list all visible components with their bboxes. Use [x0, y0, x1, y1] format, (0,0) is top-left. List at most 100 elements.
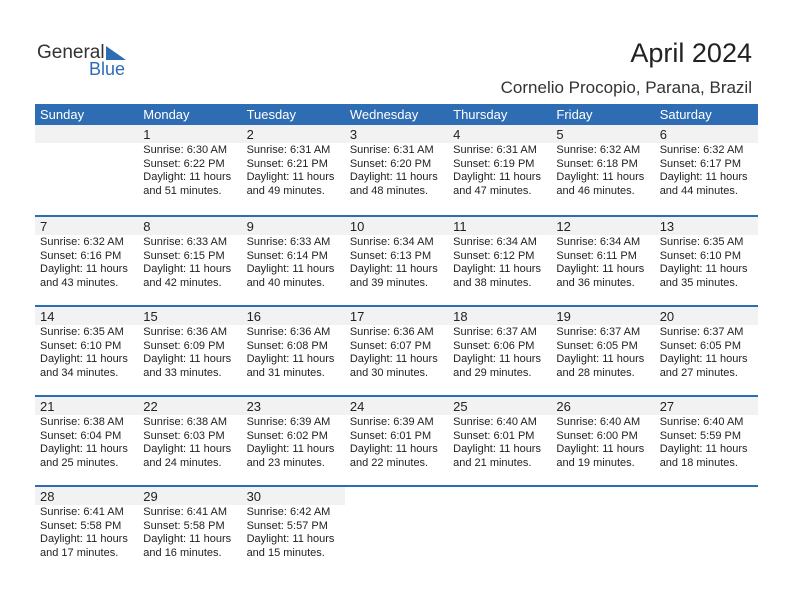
sunrise-text: Sunrise: 6:36 AM: [143, 326, 228, 338]
sunrise-text: Sunrise: 6:35 AM: [659, 236, 744, 248]
day-cell: 29 Sunrise: 6:41 AM Sunset: 5:58 PM Dayligh…: [138, 487, 242, 575]
sunrise-text: Sunrise: 6:39 AM: [246, 416, 331, 428]
sunrise-text: Sunrise: 6:40 AM: [453, 416, 537, 428]
empty-cell: [35, 125, 139, 215]
sunrise-text: Sunrise: 6:36 AM: [246, 326, 331, 338]
weekday-header: Sunday Monday Tuesday Wednesday Thursday Frid…: [35, 104, 758, 125]
daylight1-text: Daylight: 11 hours: [556, 443, 645, 455]
daylight1-text: Daylight: 11 hours: [246, 171, 335, 183]
daylight2-text: and 34 minutes.: [40, 366, 119, 379]
day-number: 29: [138, 487, 242, 505]
day-cell: 1 Sunrise: 6:30 AM Sunset: 6:22 PM Daylight…: [138, 125, 242, 215]
day-info: Sunrise: 6:40 AM Sunset: 6:01 PM Daylight:…: [448, 415, 551, 470]
daylight2-text: and 23 minutes.: [246, 456, 325, 469]
sunrise-text: Sunrise: 6:34 AM: [349, 236, 434, 248]
sunset-text: Sunset: 6:01 PM: [453, 429, 535, 442]
day-info: Sunrise: 6:35 AM Sunset: 6:10 PM Daylight:…: [35, 325, 138, 380]
daylight1-text: Daylight: 11 hours: [453, 443, 541, 455]
sunrise-text: Sunrise: 6:37 AM: [659, 326, 744, 338]
logo-triangle-icon: [106, 46, 126, 60]
day-cell: 4 Sunrise: 6:31 AM Sunset: 6:19 PM Daylight…: [448, 125, 552, 215]
sunset-text: Sunset: 6:22 PM: [143, 157, 225, 170]
day-info: Sunrise: 6:30 AM Sunset: 6:22 PM Daylight:…: [138, 143, 241, 198]
day-info: Sunrise: 6:37 AM Sunset: 6:05 PM Daylight:…: [655, 325, 758, 380]
day-cell: 12 Sunrise: 6:34 AM Sunset: 6:11 PM Dayligh…: [551, 217, 655, 305]
daylight1-text: Daylight: 11 hours: [40, 263, 128, 275]
daylight1-text: Daylight: 11 hours: [40, 533, 128, 545]
day-number: 27: [654, 397, 758, 415]
page-title: April 2024: [630, 38, 752, 68]
generalblue-logo: General Blue: [37, 42, 137, 82]
sunrise-text: Sunrise: 6:33 AM: [246, 236, 331, 248]
sunrise-text: Sunrise: 6:32 AM: [659, 144, 744, 156]
daylight2-text: and 29 minutes.: [453, 366, 532, 379]
sunrise-text: Sunrise: 6:31 AM: [453, 144, 537, 156]
day-number: 4: [448, 125, 552, 143]
sunset-text: Sunset: 6:16 PM: [40, 249, 122, 262]
day-info: Sunrise: 6:39 AM Sunset: 6:02 PM Daylight:…: [242, 415, 345, 470]
daylight2-text: and 51 minutes.: [143, 184, 222, 197]
sunset-text: Sunset: 6:14 PM: [246, 249, 328, 262]
sunset-text: Sunset: 6:10 PM: [659, 249, 742, 262]
day-cell: 24 Sunrise: 6:39 AM Sunset: 6:01 PM Dayligh…: [344, 397, 449, 485]
day-info: Sunrise: 6:34 AM Sunset: 6:13 PM Daylight:…: [345, 235, 448, 290]
day-number: 30: [241, 487, 345, 505]
day-info: Sunrise: 6:36 AM Sunset: 6:08 PM Daylight:…: [242, 325, 345, 380]
week-row: 7 Sunrise: 6:32 AM Sunset: 6:16 PM Daylight…: [35, 215, 758, 305]
weekday-friday: Friday: [556, 107, 593, 122]
daylight1-text: Daylight: 11 hours: [40, 353, 128, 365]
day-info: Sunrise: 6:34 AM Sunset: 6:11 PM Daylight:…: [551, 235, 654, 290]
day-info: Sunrise: 6:32 AM Sunset: 6:17 PM Daylight:…: [655, 143, 758, 198]
week-row: 1 Sunrise: 6:30 AM Sunset: 6:22 PM Daylight…: [35, 125, 758, 215]
sunrise-text: Sunrise: 6:41 AM: [40, 506, 124, 518]
daylight1-text: Daylight: 11 hours: [349, 171, 438, 183]
sunset-text: Sunset: 6:08 PM: [246, 339, 328, 352]
sunrise-text: Sunrise: 6:38 AM: [40, 416, 124, 428]
sunset-text: Sunset: 6:07 PM: [349, 339, 432, 352]
daylight2-text: and 30 minutes.: [349, 366, 429, 379]
sunset-text: Sunset: 6:20 PM: [349, 157, 432, 170]
daylight1-text: Daylight: 11 hours: [659, 263, 748, 275]
day-cell: 18 Sunrise: 6:37 AM Sunset: 6:06 PM Dayligh…: [448, 307, 552, 395]
day-number: 8: [138, 217, 242, 235]
daylight2-text: and 22 minutes.: [349, 456, 429, 469]
day-info: Sunrise: 6:32 AM Sunset: 6:16 PM Daylight:…: [35, 235, 138, 290]
day-cell: 6 Sunrise: 6:32 AM Sunset: 6:17 PM Daylight…: [654, 125, 758, 215]
sunrise-text: Sunrise: 6:31 AM: [246, 144, 331, 156]
day-info: Sunrise: 6:34 AM Sunset: 6:12 PM Daylight:…: [448, 235, 551, 290]
day-cell: 5 Sunrise: 6:32 AM Sunset: 6:18 PM Daylight…: [551, 125, 655, 215]
sunset-text: Sunset: 6:00 PM: [556, 429, 638, 442]
day-cell: 28 Sunrise: 6:41 AM Sunset: 5:58 PM Dayligh…: [35, 487, 139, 575]
daylight1-text: Daylight: 11 hours: [349, 443, 438, 455]
sunrise-text: Sunrise: 6:34 AM: [556, 236, 641, 248]
sunrise-text: Sunrise: 6:34 AM: [453, 236, 537, 248]
sunrise-text: Sunrise: 6:40 AM: [659, 416, 744, 428]
sunrise-text: Sunrise: 6:36 AM: [349, 326, 434, 338]
daylight2-text: and 44 minutes.: [659, 184, 738, 197]
day-number: 17: [344, 307, 449, 325]
day-info: Sunrise: 6:33 AM Sunset: 6:15 PM Daylight:…: [138, 235, 241, 290]
daylight2-text: and 40 minutes.: [246, 276, 325, 289]
daylight1-text: Daylight: 11 hours: [349, 263, 438, 275]
weekday-thursday: Thursday: [453, 107, 508, 122]
sunrise-text: Sunrise: 6:33 AM: [143, 236, 228, 248]
sunset-text: Sunset: 6:18 PM: [556, 157, 638, 170]
day-cell: 20 Sunrise: 6:37 AM Sunset: 6:05 PM Dayligh…: [654, 307, 758, 395]
sunset-text: Sunset: 5:58 PM: [40, 519, 122, 532]
day-number: 2: [241, 125, 345, 143]
day-info: Sunrise: 6:40 AM Sunset: 5:59 PM Daylight:…: [655, 415, 758, 470]
daylight2-text: and 38 minutes.: [453, 276, 532, 289]
daylight2-text: and 31 minutes.: [246, 366, 325, 379]
day-cell: 14 Sunrise: 6:35 AM Sunset: 6:10 PM Dayligh…: [35, 307, 139, 395]
day-info: Sunrise: 6:33 AM Sunset: 6:14 PM Daylight:…: [242, 235, 345, 290]
daylight2-text: and 35 minutes.: [659, 276, 738, 289]
daylight1-text: Daylight: 11 hours: [143, 443, 232, 455]
day-number: 6: [654, 125, 758, 143]
day-number: 9: [241, 217, 345, 235]
sunset-text: Sunset: 6:12 PM: [453, 249, 535, 262]
calendar-grid: Sunday Monday Tuesday Wednesday Thursday Frid…: [35, 104, 758, 575]
sunset-text: Sunset: 5:57 PM: [246, 519, 328, 532]
day-info: Sunrise: 6:37 AM Sunset: 6:05 PM Daylight:…: [551, 325, 654, 380]
sunrise-text: Sunrise: 6:35 AM: [40, 326, 124, 338]
daylight1-text: Daylight: 11 hours: [143, 171, 232, 183]
